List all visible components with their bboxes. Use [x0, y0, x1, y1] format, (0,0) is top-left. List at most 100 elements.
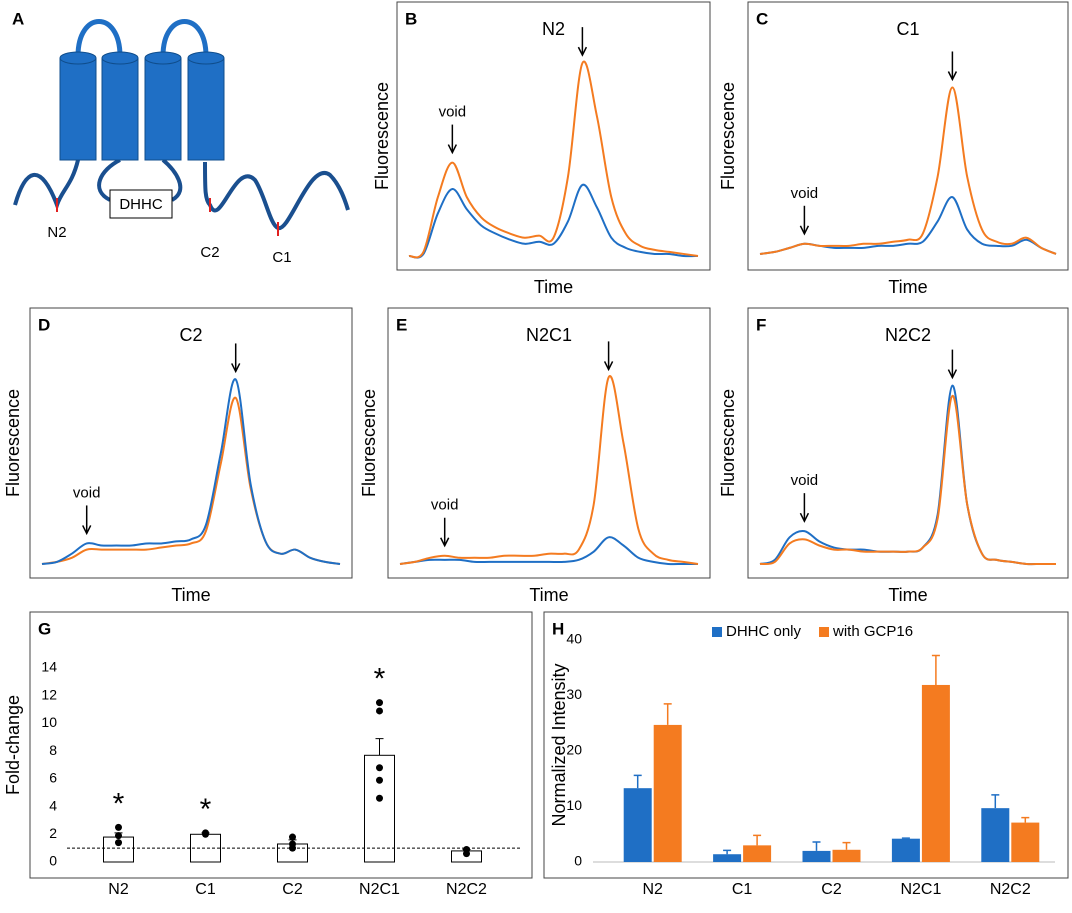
helix-top [187, 51, 225, 65]
x-tick-label: C1 [195, 881, 216, 898]
data-point [289, 833, 296, 841]
arrow-head [82, 525, 92, 536]
helix-top [59, 51, 97, 65]
y-tick-label: 0 [574, 853, 582, 869]
helix [187, 57, 225, 161]
y-tick-label: 40 [566, 631, 582, 647]
annotation: void [791, 185, 819, 202]
x-tick-label: N2C2 [446, 881, 487, 898]
topology-diagram: A DHHC N2 C2 C1 [12, 9, 350, 266]
arrow-head [440, 537, 450, 548]
bar [921, 684, 950, 862]
legend-swatch [819, 627, 829, 637]
error-bar [842, 841, 851, 850]
curve [399, 536, 698, 566]
y-tick-label: 10 [566, 797, 582, 813]
y-tick-label: 30 [566, 686, 582, 702]
termini [13, 158, 350, 230]
n-terminus [13, 159, 80, 211]
error-bar [812, 841, 821, 851]
x-axis-label: Time [529, 585, 568, 605]
bar [1011, 822, 1040, 862]
curve [759, 86, 1057, 255]
bar [891, 838, 920, 862]
arrow-head [947, 71, 958, 82]
y-tick-label: 6 [49, 770, 57, 786]
panel-label: E [396, 315, 407, 334]
arrow-head [799, 512, 810, 523]
chart-title: N2C2 [885, 325, 931, 345]
error-bar [375, 738, 384, 756]
arrow-head [947, 369, 958, 380]
panel-frame [747, 307, 1069, 579]
x-axis-label: Time [534, 277, 573, 297]
error-bar [723, 849, 732, 855]
arrow-head [447, 144, 458, 155]
y-tick-label: 8 [49, 742, 57, 758]
panel-frame [387, 307, 711, 579]
y-tick-label: 20 [566, 742, 582, 758]
legend-swatch [712, 627, 722, 637]
x-tick-label: N2 [108, 881, 129, 898]
significance: * [200, 793, 212, 826]
x-axis-label: Time [888, 277, 927, 297]
error-bar [991, 794, 1000, 809]
curve [41, 378, 341, 565]
curve [759, 394, 1056, 566]
annotation: void [791, 472, 819, 489]
y-tick-label: 12 [41, 686, 57, 702]
loops [75, 19, 209, 57]
annotation: void [73, 484, 101, 501]
panel-label: F [756, 315, 766, 334]
dhhc-loop [97, 158, 183, 202]
y-axis-label: Fluorescence [359, 389, 379, 497]
curve [408, 60, 699, 259]
bar [623, 788, 652, 862]
loop [75, 19, 123, 57]
y-axis-label: Fold-change [3, 695, 23, 795]
significance: * [113, 787, 125, 820]
y-tick-label: 10 [41, 714, 57, 730]
bar [981, 808, 1010, 862]
y-axis-label: Fluorescence [3, 389, 23, 497]
data-point [115, 839, 122, 847]
chart-title: N2 [542, 19, 565, 39]
bar [802, 850, 831, 862]
x-axis-label: Time [888, 585, 927, 605]
error-bar [1021, 816, 1030, 823]
arrow-head [603, 361, 614, 372]
panel-frame [29, 611, 533, 879]
bar [364, 754, 395, 863]
curve [408, 183, 699, 259]
dhhc-box [109, 189, 173, 219]
y-tick-label: 14 [41, 659, 57, 675]
data-point [115, 823, 122, 831]
data-point [376, 776, 383, 784]
x-tick-label: N2C1 [900, 881, 941, 898]
x-tick-label: N2C2 [990, 881, 1031, 898]
bar [743, 845, 772, 862]
chart-title: N2C1 [526, 325, 572, 345]
bar [713, 854, 742, 862]
site-label: C1 [272, 249, 291, 266]
x-tick-label: N2 [642, 881, 663, 898]
panel-frame [29, 307, 353, 579]
panel-label: A [12, 9, 24, 28]
data-point [463, 850, 470, 858]
x-tick-label: N2C1 [359, 881, 400, 898]
curve [399, 375, 699, 565]
data-point [376, 764, 383, 772]
x-tick-label: C2 [282, 881, 303, 898]
y-axis-label: Normalized Intensity [549, 663, 569, 826]
x-tick-label: C1 [732, 881, 753, 898]
chart-title: C2 [179, 325, 202, 345]
arrow-head [231, 363, 241, 374]
panel-label: D [38, 315, 50, 334]
data-point [115, 832, 122, 840]
x-axis-label: Time [171, 585, 210, 605]
panel-label: C [756, 9, 768, 28]
y-axis-label: Fluorescence [718, 82, 738, 190]
site-label: C2 [200, 244, 219, 261]
data-point [376, 699, 383, 707]
